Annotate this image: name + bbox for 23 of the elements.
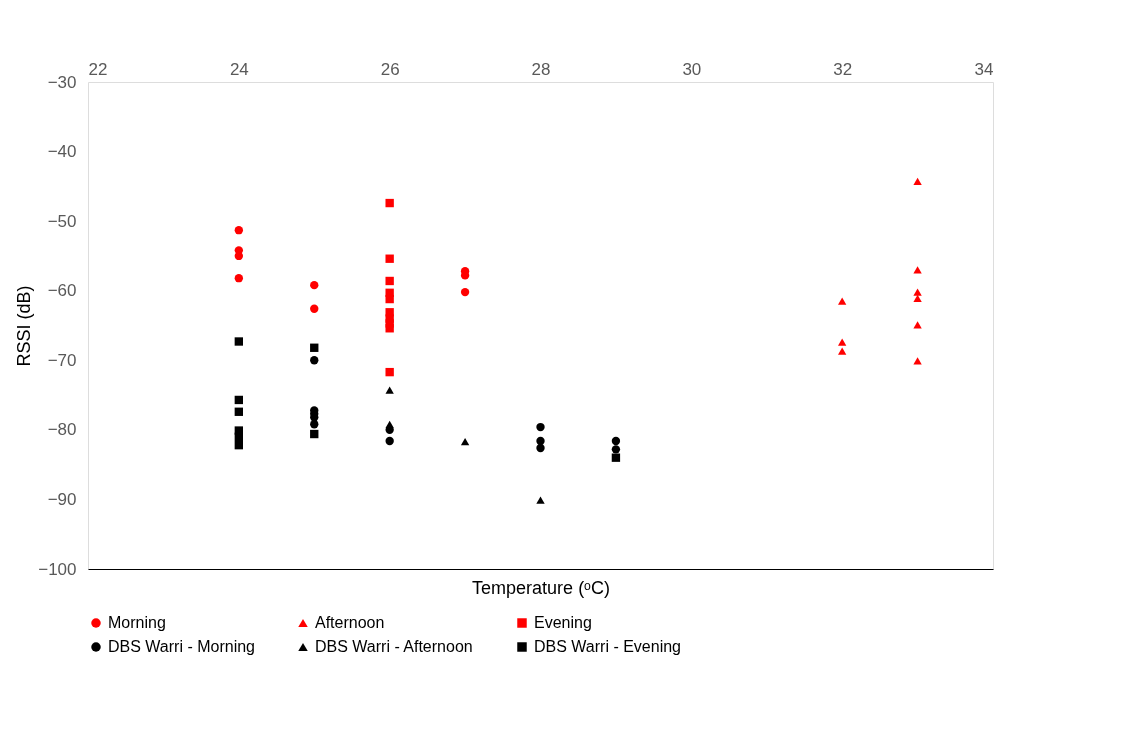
x-tick-label: 26: [380, 59, 400, 79]
legend-label: DBS Warri - Morning: [108, 638, 255, 655]
x-tick-label: 24: [229, 59, 249, 79]
x-axis-title: Temperature (ᵒC): [472, 577, 610, 598]
y-tick-label: −80: [47, 420, 77, 440]
x-tick-label: 30: [682, 59, 702, 79]
x-tick-label: 22: [88, 59, 108, 79]
x-tick-label: 34: [974, 59, 994, 79]
legend-label: DBS Warri - Afternoon: [315, 638, 473, 655]
y-tick-label: −70: [47, 350, 77, 370]
y-tick-label: −100: [38, 559, 77, 579]
legend-label: DBS Warri - Evening: [534, 638, 681, 655]
y-tick-label: −50: [47, 211, 77, 231]
legend-label: Afternoon: [315, 614, 385, 631]
y-tick-label: −90: [47, 489, 77, 509]
legend-label: Morning: [108, 614, 166, 631]
y-tick-label: −60: [47, 281, 77, 301]
y-tick-label: −30: [47, 72, 77, 92]
x-tick-label: 32: [833, 59, 853, 79]
y-tick-label: −40: [47, 142, 77, 162]
legend-label: Evening: [534, 614, 592, 631]
y-axis-title: RSSI (dB): [14, 285, 35, 367]
x-tick-label: 28: [531, 59, 551, 79]
